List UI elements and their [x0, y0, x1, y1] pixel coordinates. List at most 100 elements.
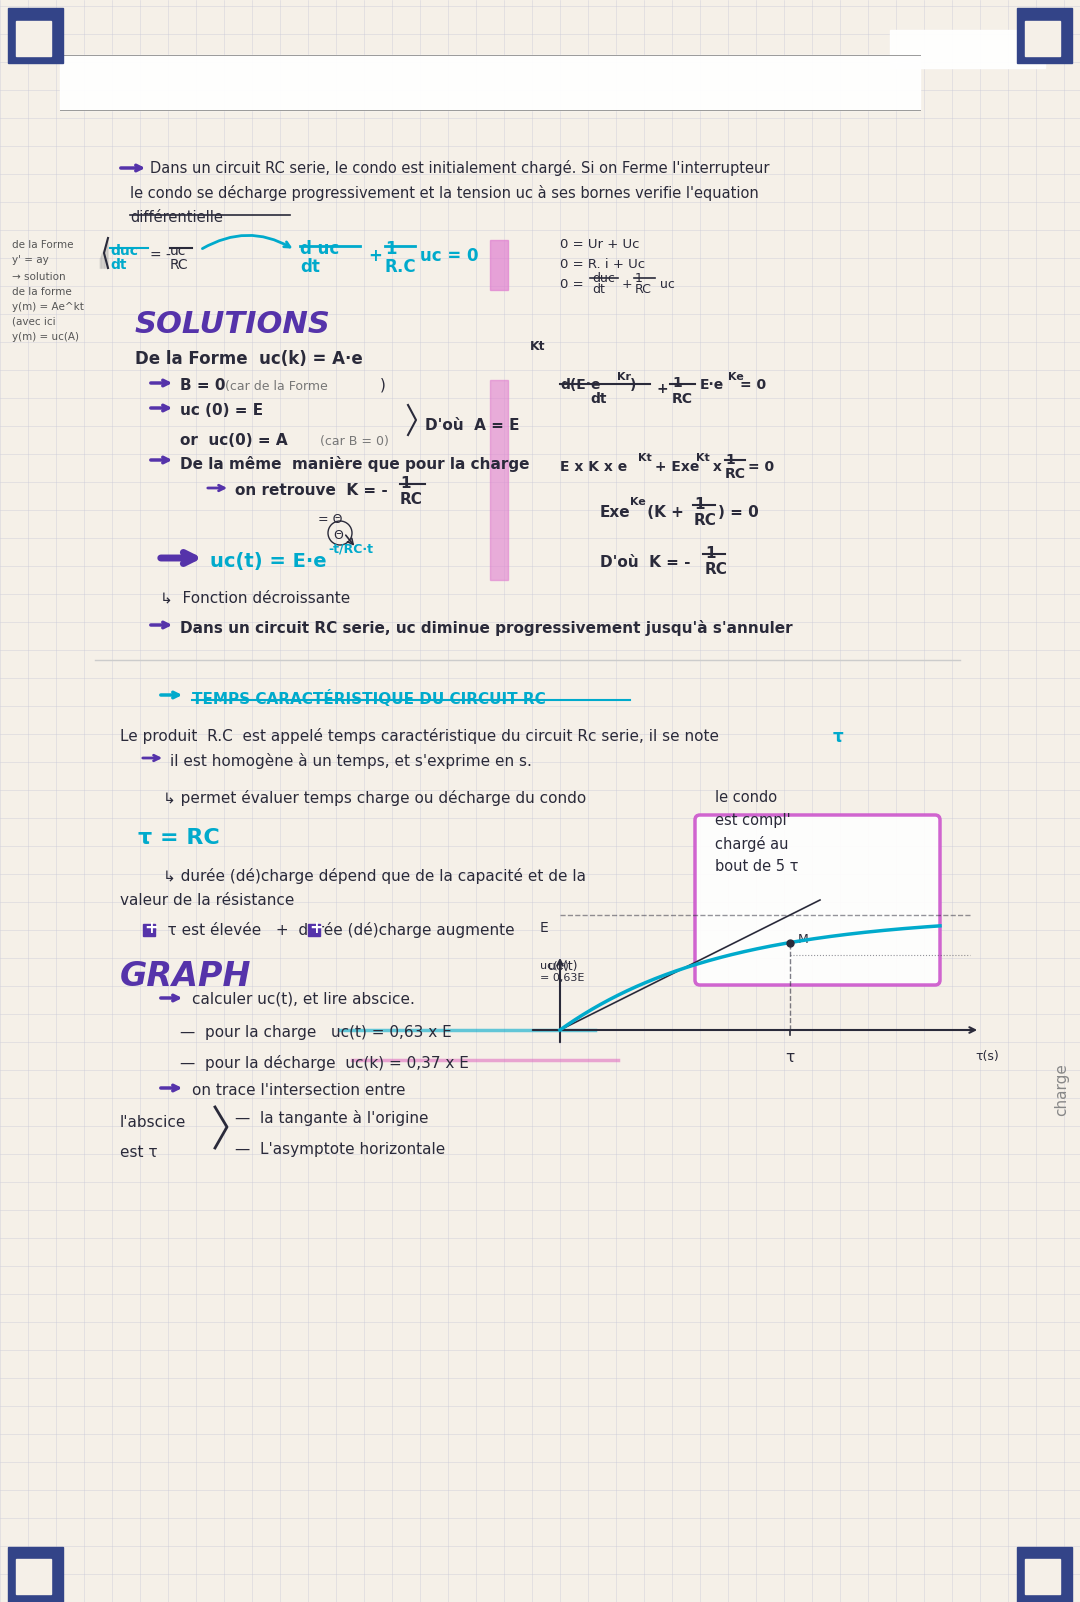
Text: τ = RC: τ = RC — [138, 828, 219, 847]
Text: De la même  manière que pour la charge: De la même manière que pour la charge — [180, 457, 529, 473]
Text: y(m) = uc(A): y(m) = uc(A) — [12, 332, 79, 341]
Text: —  pour la charge   uc(t) = 0,63 x E: — pour la charge uc(t) = 0,63 x E — [180, 1025, 451, 1040]
Text: dt: dt — [592, 284, 605, 296]
Bar — [143, 924, 156, 936]
Text: uc: uc — [660, 279, 675, 292]
Text: ↳ durée (dé)charge dépend que de la capacité et de la: ↳ durée (dé)charge dépend que de la capa… — [163, 868, 586, 884]
Bar — [1017, 1548, 1072, 1602]
Text: D'où  K = -: D'où K = - — [600, 554, 690, 570]
Text: τ(s): τ(s) — [975, 1049, 999, 1064]
Text: d(E·e: d(E·e — [561, 378, 600, 392]
Text: RC: RC — [170, 258, 189, 272]
Text: —  la tangante à l'origine: — la tangante à l'origine — [235, 1110, 429, 1126]
Text: —  pour la décharge  uc(k) = 0,37 x E: — pour la décharge uc(k) = 0,37 x E — [180, 1056, 469, 1072]
Text: duc: duc — [592, 272, 615, 285]
Text: R.C: R.C — [384, 258, 417, 276]
Text: bout de 5 τ: bout de 5 τ — [715, 859, 798, 875]
Text: x: x — [708, 460, 721, 474]
Text: RC: RC — [672, 392, 693, 405]
Text: dt: dt — [590, 392, 607, 405]
Text: (car de la Forme: (car de la Forme — [225, 380, 327, 392]
Text: y' = ay: y' = ay — [12, 255, 49, 264]
Text: Θ: Θ — [333, 529, 342, 541]
Text: B = 0: B = 0 — [180, 378, 226, 392]
Text: 1: 1 — [672, 376, 681, 389]
Text: +: + — [309, 920, 323, 937]
Text: 0 = Ur + Uc: 0 = Ur + Uc — [561, 239, 639, 252]
Text: Ke: Ke — [630, 497, 646, 506]
Text: + Exe: + Exe — [650, 460, 700, 474]
Text: τ: τ — [785, 1049, 794, 1065]
Text: De la Forme  uc(k) = A·e: De la Forme uc(k) = A·e — [135, 349, 363, 368]
Text: d uc: d uc — [300, 240, 339, 258]
Text: charge: charge — [1054, 1064, 1069, 1117]
Text: +: + — [368, 247, 382, 264]
Text: RC: RC — [635, 284, 652, 296]
Text: est τ: est τ — [120, 1145, 158, 1160]
Text: différentielle: différentielle — [130, 210, 222, 224]
Text: on retrouve  K = -: on retrouve K = - — [235, 482, 388, 498]
FancyBboxPatch shape — [696, 815, 940, 985]
Text: (K +: (K + — [642, 505, 684, 521]
Text: Kt: Kt — [638, 453, 651, 463]
Text: dt: dt — [110, 258, 126, 272]
Bar — [1017, 8, 1072, 62]
Text: ) = 0: ) = 0 — [718, 505, 759, 521]
Text: 0 =: 0 = — [561, 279, 583, 292]
Text: y(m) = Ae^kt: y(m) = Ae^kt — [12, 303, 84, 312]
Text: TEMPS CARACTÉRISTIQUE DU CIRCUIT RC: TEMPS CARACTÉRISTIQUE DU CIRCUIT RC — [192, 690, 545, 706]
Text: +: + — [622, 279, 633, 292]
Text: uc(t): uc(t) — [548, 960, 578, 972]
Text: le condo: le condo — [715, 790, 778, 804]
Text: valeur de la résistance: valeur de la résistance — [120, 892, 295, 908]
Text: ↳  Fonction décroissante: ↳ Fonction décroissante — [160, 590, 350, 606]
Text: Dans un circuit RC serie, uc diminue progressivement jusqu'à s'annuler: Dans un circuit RC serie, uc diminue pro… — [180, 620, 793, 636]
Text: 1: 1 — [694, 497, 704, 513]
Text: E x K x e: E x K x e — [561, 460, 627, 474]
Text: (avec ici: (avec ici — [12, 317, 56, 327]
Text: Kt: Kt — [696, 453, 710, 463]
Text: chargé au: chargé au — [715, 836, 788, 852]
Text: 1: 1 — [635, 272, 643, 285]
Bar — [890, 30, 1045, 67]
Text: Ke: Ke — [728, 372, 744, 381]
Text: Exe: Exe — [600, 505, 631, 521]
Text: duc: duc — [110, 244, 138, 258]
Text: 0 = R. i + Uc: 0 = R. i + Uc — [561, 258, 645, 271]
Text: RC: RC — [400, 492, 423, 506]
Text: 1: 1 — [725, 453, 734, 468]
Text: le condo se décharge progressivement et la tension uc à ses bornes verifie l'equ: le condo se décharge progressivement et … — [130, 184, 759, 200]
Text: +  τ est élevée   +  durée (dé)charge augmente: + τ est élevée + durée (dé)charge augmen… — [145, 923, 515, 939]
Bar — [1025, 1559, 1059, 1594]
Text: → solution: → solution — [12, 272, 66, 282]
Text: uc: uc — [170, 244, 187, 258]
Text: dt: dt — [300, 258, 320, 276]
Bar — [60, 54, 920, 111]
Text: +: + — [144, 920, 158, 937]
Bar — [308, 924, 320, 936]
Text: est compl': est compl' — [715, 812, 791, 828]
Text: SOLUTIONS: SOLUTIONS — [135, 311, 330, 340]
Text: RC: RC — [705, 562, 728, 577]
Bar — [1025, 21, 1059, 56]
Text: = 0: = 0 — [740, 378, 766, 392]
Text: calculer uc(t), et lire abscice.: calculer uc(t), et lire abscice. — [192, 992, 415, 1008]
Text: = 0: = 0 — [748, 460, 774, 474]
Text: ): ) — [630, 378, 636, 392]
Text: (car B = 0): (car B = 0) — [320, 436, 389, 449]
Text: Kt: Kt — [530, 340, 545, 352]
Text: 1: 1 — [384, 240, 396, 258]
Text: 1: 1 — [705, 546, 715, 561]
Text: Le produit  R.C  est appelé temps caractéristique du circuit Rc serie, il se not: Le produit R.C est appelé temps caractér… — [120, 727, 719, 743]
Text: M: M — [798, 932, 809, 945]
Text: = Θ: = Θ — [318, 513, 342, 525]
Text: E: E — [540, 921, 549, 936]
Text: E·e: E·e — [700, 378, 725, 392]
Text: uc (0) = E: uc (0) = E — [180, 404, 264, 418]
Text: -t/RC·t: -t/RC·t — [328, 541, 373, 554]
Text: de la forme: de la forme — [12, 287, 71, 296]
Text: ): ) — [380, 378, 386, 392]
Bar — [16, 1559, 51, 1594]
Bar — [8, 1548, 63, 1602]
Text: RC: RC — [694, 513, 717, 529]
